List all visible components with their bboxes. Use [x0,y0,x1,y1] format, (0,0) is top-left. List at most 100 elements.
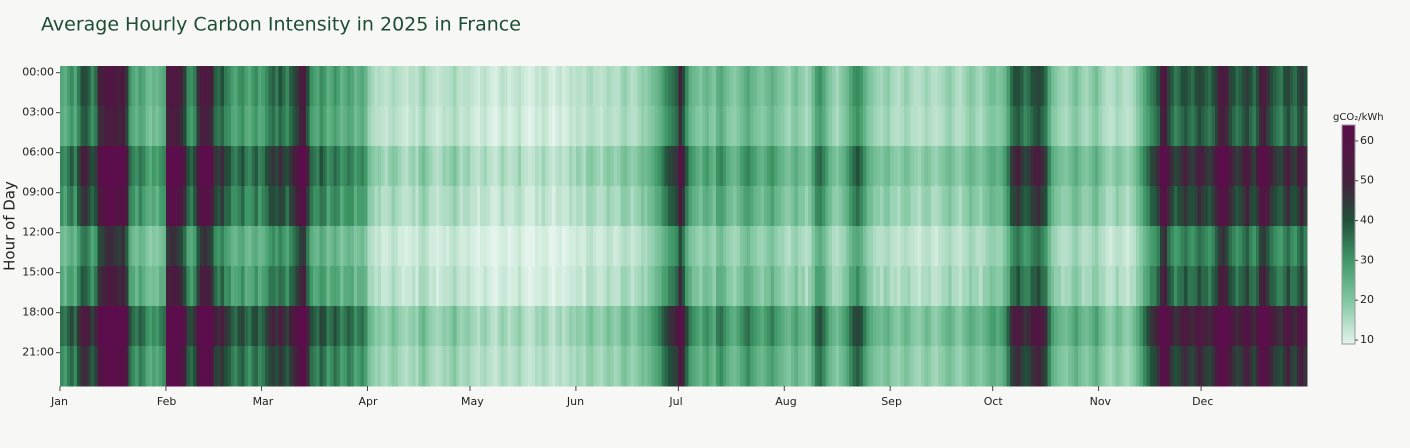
heatmap-cell [415,146,420,187]
heatmap-cell [275,306,280,347]
heatmap-cell [1201,66,1205,107]
heatmap-cell [572,306,577,347]
heatmap-cell [825,226,830,267]
heatmap-cell [951,186,956,227]
heatmap-cell [326,346,331,387]
heatmap-cell [647,66,652,107]
heatmap-cell [377,306,382,347]
heatmap-cell [323,106,327,147]
heatmap-cell [87,266,92,307]
heatmap-cell [169,66,174,107]
heatmap-cell [295,146,300,187]
heatmap-cell [490,186,495,227]
heatmap-cell [572,346,577,387]
heatmap-cell [1279,186,1284,227]
heatmap-cell [592,226,597,267]
heatmap-cell [562,186,567,227]
heatmap-cell [821,66,826,107]
heatmap-cell [681,186,686,227]
heatmap-cell [271,146,276,187]
heatmap-cell [182,226,187,267]
heatmap-cell [968,226,973,267]
heatmap-cell [975,226,980,267]
heatmap-cell [329,146,334,187]
heatmap-cell [268,186,273,227]
heatmap-cell [336,306,341,347]
heatmap-cell [521,66,526,107]
heatmap-cell [323,66,327,107]
heatmap-cell [555,266,560,307]
heatmap-cell [873,186,877,227]
heatmap-cell [838,106,843,147]
heatmap-cell [804,306,809,347]
heatmap-cell [1170,266,1175,307]
heatmap-cell [791,266,795,307]
heatmap-cell [596,66,601,107]
heatmap-cell [862,306,867,347]
heatmap-cell [845,66,850,107]
heatmap-cell [917,186,922,227]
heatmap-cell [374,306,379,347]
heatmap-cell [961,306,966,347]
heatmap-cell [558,106,563,147]
heatmap-cell [319,306,324,347]
heatmap-cell [1238,306,1243,347]
heatmap-cell [237,66,242,107]
heatmap-cell [756,306,761,347]
heatmap-cell [879,66,884,107]
heatmap-cell [862,146,867,187]
heatmap-cell [726,226,731,267]
heatmap-cell [753,346,758,387]
heatmap-cell [968,146,973,187]
heatmap-cell [1119,106,1123,147]
heatmap-cell [845,146,850,187]
heatmap-cell [586,346,590,387]
heatmap-cell [97,186,102,227]
heatmap-cell [323,306,327,347]
heatmap-cell [323,226,327,267]
heatmap-cell [172,306,177,347]
heatmap-cell [1050,226,1055,267]
heatmap-cell [651,306,655,347]
heatmap-cell [94,346,98,387]
heatmap-cell [360,306,365,347]
heatmap-cell [1139,146,1144,187]
heatmap-cell [1026,186,1031,227]
heatmap-cell [569,346,573,387]
heatmap-cell [1040,106,1045,147]
heatmap-cell [1013,226,1018,267]
heatmap-cell [340,346,344,387]
heatmap-cell [282,186,286,227]
heatmap-cell [271,226,276,267]
heatmap-cell [360,226,365,267]
heatmap-cell [938,346,942,387]
heatmap-cell [856,306,860,347]
heatmap-cell [227,226,232,267]
heatmap-cell [1009,146,1014,187]
heatmap-cell [657,146,662,187]
heatmap-cell [528,186,532,227]
heatmap-cell [1122,186,1127,227]
heatmap-cell [627,186,631,227]
heatmap-cell [1047,226,1052,267]
heatmap-cell [654,146,659,187]
heatmap-cell [770,306,775,347]
heatmap-cell [1204,186,1209,227]
heatmap-cell [999,346,1004,387]
heatmap-cell [1020,186,1024,227]
heatmap-cell [733,266,737,307]
heatmap-cell [507,66,512,107]
heatmap-cell [616,146,621,187]
heatmap-cell [1030,146,1035,187]
heatmap-cell [627,146,631,187]
heatmap-cell [1279,346,1284,387]
heatmap-cell [811,146,816,187]
colorbar [1341,124,1356,345]
heatmap-cell [343,186,348,227]
heatmap-cell [370,226,375,267]
heatmap-cell [610,306,614,347]
heatmap-cell [644,266,649,307]
heatmap-cell [1218,306,1222,347]
heatmap-cell [493,186,498,227]
heatmap-cell [1013,186,1018,227]
